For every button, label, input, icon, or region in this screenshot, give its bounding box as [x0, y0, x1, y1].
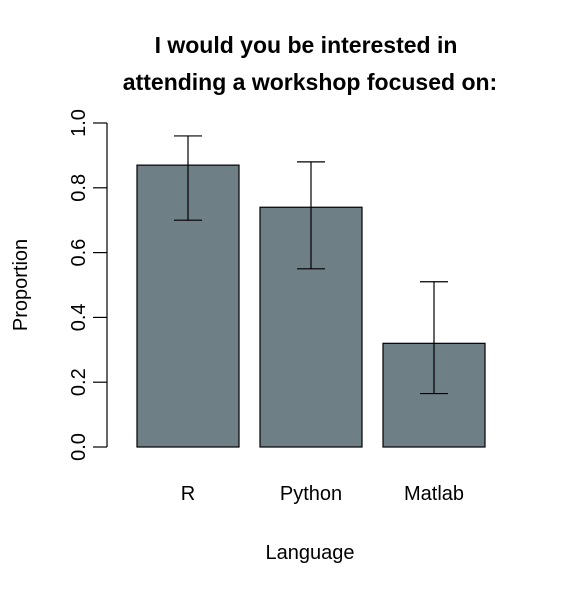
y-tick-label: 0.6	[68, 239, 90, 267]
y-tick-label: 0.2	[68, 368, 90, 396]
x-axis-label: Language	[266, 542, 355, 564]
y-tick-label: 1.0	[68, 109, 90, 137]
error-bar-r	[174, 135, 202, 221]
x-category-label: Matlab	[404, 483, 464, 505]
y-axis-label: Proportion	[10, 239, 32, 331]
chart-title-line-2: attending a workshop focused on:	[123, 69, 497, 95]
y-tick-label: 0.0	[68, 433, 90, 461]
y-axis: 0.0 0.2 0.4 0.6 0.8 1.0	[68, 109, 108, 461]
chart-title-line-1: I would you be interested in	[155, 32, 458, 58]
error-bars	[174, 135, 448, 395]
error-bar-python	[297, 161, 325, 270]
x-category-label: R	[181, 483, 195, 505]
chart-title: I would you be interested in attending a…	[123, 32, 497, 95]
y-tick-label: 0.4	[68, 303, 90, 331]
x-category-label: Python	[280, 483, 342, 505]
error-bar-matlab	[420, 281, 448, 395]
x-category-labels: R Python Matlab	[181, 483, 464, 505]
y-tick-label: 0.8	[68, 174, 90, 202]
